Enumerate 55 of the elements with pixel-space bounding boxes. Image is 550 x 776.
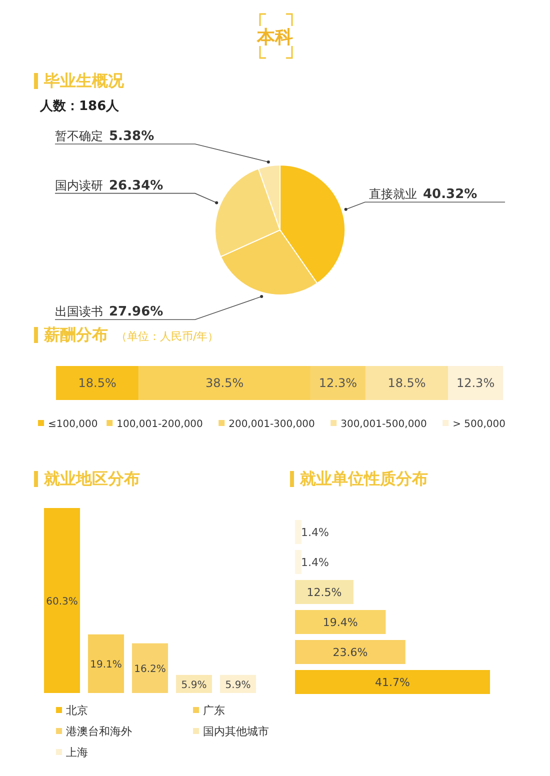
data-label: 38.5%: [206, 376, 244, 390]
chart-subtitle: 人数：186人: [39, 99, 120, 114]
chart-title: 毕业生概况: [43, 71, 125, 90]
slice-label: 暂不确定: [55, 129, 103, 143]
legend-label: 100,001-200,000: [116, 419, 203, 430]
data-label: 18.5%: [78, 376, 116, 390]
data-label: 23.6%: [332, 646, 368, 659]
legend-label: 港澳台和海外: [66, 725, 132, 738]
chart-title: 就业地区分布: [43, 469, 140, 488]
slice-label: 直接就业: [369, 187, 417, 202]
legend-label: 广东: [203, 704, 225, 717]
bar: [138, 366, 311, 400]
slice-label: 国内读研: [55, 178, 103, 192]
data-label: 12.3%: [456, 376, 495, 390]
legend-label: 300,001-500,000: [340, 419, 427, 430]
legend-label: > 500,000: [452, 419, 506, 430]
bar: [365, 366, 448, 400]
data-label: 19.1%: [90, 660, 122, 671]
text: 本科: [256, 27, 293, 48]
bar: [132, 643, 168, 693]
bar: [295, 580, 354, 604]
data-label: 60.3%: [46, 596, 78, 608]
legend-label: ≤100,000: [48, 419, 98, 430]
bar: [295, 640, 406, 664]
data-label: 5.9%: [181, 680, 207, 691]
bar: [44, 508, 80, 693]
slice-label: 出国读书: [55, 304, 103, 319]
bar: [295, 670, 490, 694]
legend-label: 国内其他城市: [203, 725, 269, 738]
data-label: 1.4%: [301, 556, 329, 569]
data-label: 5.38%: [109, 129, 154, 144]
legend-label: 上海: [66, 746, 88, 759]
data-label: 18.5%: [388, 376, 426, 390]
data-label: 1.4%: [301, 526, 329, 539]
data-label: 16.2%: [134, 664, 166, 676]
legend-label: 北京: [66, 704, 88, 717]
chart-title: 薪酬分布: [43, 325, 108, 344]
bar: [295, 520, 302, 544]
legend-label: 200,001-300,000: [228, 419, 315, 430]
bar: [295, 550, 302, 574]
data-label: 41.7%: [375, 676, 410, 689]
chart-title: 就业单位性质分布: [299, 469, 428, 488]
data-label: 12.3%: [318, 376, 358, 390]
data-label: 40.32%: [423, 187, 478, 202]
data-label: 12.5%: [306, 586, 342, 599]
data-label: 19.4%: [322, 616, 358, 629]
bar: [295, 610, 386, 634]
data-label: 5.9%: [225, 680, 251, 691]
data-label: 27.96%: [109, 304, 164, 320]
bar: [88, 634, 124, 693]
bar: [56, 366, 139, 400]
chart-subtitle: （单位：人民币/年）: [116, 330, 219, 343]
bar: [310, 366, 366, 400]
data-label: 26.34%: [109, 178, 164, 194]
bar: [448, 366, 503, 400]
